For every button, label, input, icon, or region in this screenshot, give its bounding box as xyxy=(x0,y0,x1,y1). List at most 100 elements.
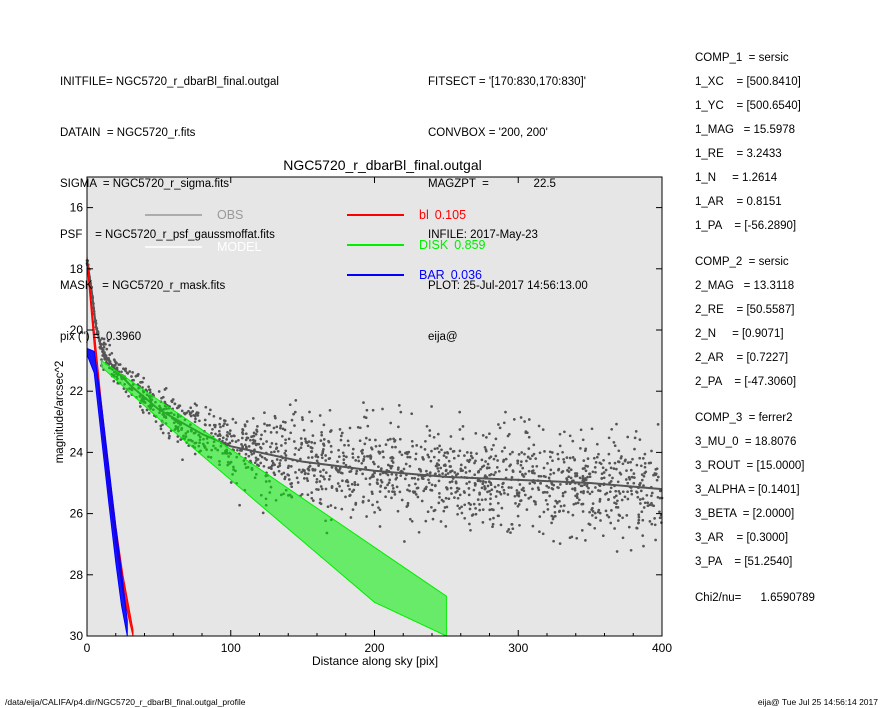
obs-point xyxy=(534,457,538,460)
legend-value: 0.859 xyxy=(454,238,485,252)
obs-point xyxy=(579,447,582,450)
obs-point xyxy=(256,425,259,428)
x-axis-label: Distance along sky [pix] xyxy=(312,654,438,668)
obs-point xyxy=(607,498,610,502)
header-datain: DATAIN = NGC5720_r.fits xyxy=(60,127,196,139)
obs-point xyxy=(367,499,371,502)
obs-point xyxy=(430,449,433,453)
obs-point xyxy=(571,487,574,491)
obs-point xyxy=(193,452,197,456)
obs-point xyxy=(122,367,125,371)
obs-point xyxy=(417,467,421,471)
obs-point xyxy=(398,450,402,454)
obs-point xyxy=(473,461,476,465)
obs-point xyxy=(414,452,418,456)
obs-point xyxy=(314,455,318,458)
obs-point xyxy=(369,454,372,457)
obs-point xyxy=(384,443,388,446)
obs-point xyxy=(428,434,432,437)
obs-point xyxy=(360,461,364,465)
obs-point xyxy=(439,466,443,470)
obs-point xyxy=(531,469,535,472)
param-line: 3_PA = [51.2540] xyxy=(695,556,793,568)
obs-point xyxy=(605,491,609,495)
obs-point xyxy=(581,510,585,513)
obs-point xyxy=(652,504,656,508)
obs-point xyxy=(286,473,290,476)
obs-point xyxy=(281,427,285,431)
obs-point xyxy=(612,441,616,444)
obs-point xyxy=(319,498,322,501)
obs-point xyxy=(320,487,324,491)
obs-point xyxy=(441,472,444,475)
obs-point xyxy=(105,347,109,351)
obs-point xyxy=(456,489,459,493)
obs-point xyxy=(550,487,554,490)
obs-point xyxy=(240,436,244,440)
obs-point xyxy=(161,431,165,435)
obs-point xyxy=(638,456,642,460)
obs-point xyxy=(238,503,241,507)
obs-point xyxy=(351,508,355,511)
obs-point xyxy=(228,441,232,445)
obs-point xyxy=(609,521,613,525)
obs-point xyxy=(355,469,359,473)
obs-point xyxy=(433,508,437,512)
obs-point xyxy=(438,444,441,448)
obs-point xyxy=(658,516,662,520)
y-tick-label: 16 xyxy=(70,201,84,215)
obs-point xyxy=(320,431,323,434)
obs-point xyxy=(537,474,541,478)
obs-point xyxy=(523,493,527,497)
obs-point xyxy=(279,459,282,462)
obs-point xyxy=(444,473,448,477)
obs-point xyxy=(629,460,632,464)
obs-point xyxy=(113,363,117,367)
legend-name: DISK xyxy=(419,238,449,252)
obs-point xyxy=(527,447,531,450)
obs-point xyxy=(310,446,314,450)
obs-point xyxy=(444,525,448,528)
obs-point xyxy=(598,489,602,493)
obs-point xyxy=(378,473,382,476)
obs-point xyxy=(329,429,333,432)
obs-point xyxy=(635,491,639,494)
obs-point xyxy=(590,490,594,494)
obs-point xyxy=(617,489,621,493)
obs-point xyxy=(529,457,532,461)
obs-point xyxy=(251,442,255,445)
obs-point xyxy=(157,390,161,393)
obs-point xyxy=(497,514,500,518)
obs-point xyxy=(573,486,577,490)
obs-point xyxy=(549,468,553,472)
obs-point xyxy=(312,474,316,477)
obs-point xyxy=(390,472,394,476)
obs-point xyxy=(290,485,294,489)
obs-point xyxy=(394,473,398,477)
obs-point xyxy=(561,470,565,473)
obs-point xyxy=(442,454,446,457)
obs-point xyxy=(653,517,656,520)
obs-point xyxy=(499,492,503,496)
obs-point xyxy=(449,465,453,468)
param-spacer xyxy=(695,238,815,250)
obs-point xyxy=(131,371,134,374)
obs-point xyxy=(623,495,627,499)
obs-point xyxy=(307,466,311,469)
obs-point xyxy=(229,481,233,484)
legend-label: bl 0.105 xyxy=(419,208,466,222)
obs-point xyxy=(284,441,287,445)
obs-point xyxy=(124,390,128,394)
obs-point xyxy=(537,488,541,492)
obs-point xyxy=(327,478,331,481)
obs-point xyxy=(112,379,116,383)
obs-point xyxy=(390,459,394,463)
obs-point xyxy=(588,472,592,476)
obs-point xyxy=(430,483,434,487)
obs-point xyxy=(104,342,107,346)
obs-point xyxy=(481,434,485,437)
obs-point xyxy=(581,467,585,470)
obs-point xyxy=(310,456,314,459)
obs-point xyxy=(650,501,653,505)
header-psf: PSF = NGC5720_r_psf_gaussmoffat.fits xyxy=(60,229,275,241)
